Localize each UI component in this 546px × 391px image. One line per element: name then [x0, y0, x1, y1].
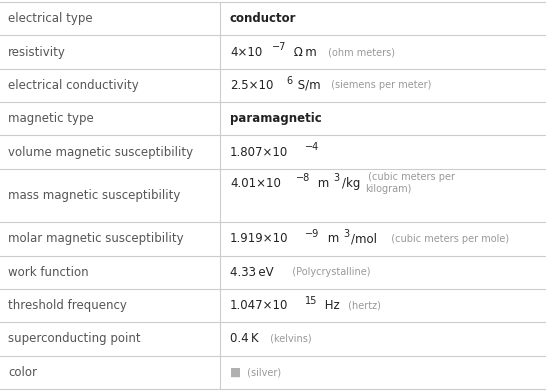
Text: electrical conductivity: electrical conductivity: [8, 79, 139, 92]
Text: −8: −8: [295, 173, 310, 183]
Text: 1.919×10: 1.919×10: [230, 232, 288, 246]
Text: 15: 15: [305, 296, 318, 306]
Text: 1.047×10: 1.047×10: [230, 299, 288, 312]
Text: electrical type: electrical type: [8, 12, 93, 25]
Text: (ohm meters): (ohm meters): [325, 47, 395, 57]
Text: Hz: Hz: [321, 299, 340, 312]
Text: (hertz): (hertz): [346, 301, 381, 310]
Text: (cubic meters per
kilogram): (cubic meters per kilogram): [365, 172, 455, 194]
Text: 1.807×10: 1.807×10: [230, 145, 288, 159]
Text: work function: work function: [8, 266, 88, 279]
Text: 0.4 K: 0.4 K: [230, 332, 259, 346]
Text: 3: 3: [343, 229, 349, 239]
Text: paramagnetic: paramagnetic: [230, 112, 322, 125]
Text: (kelvins): (kelvins): [267, 334, 312, 344]
Text: ■: ■: [230, 366, 241, 379]
Text: 2.5×10: 2.5×10: [230, 79, 274, 92]
Text: S/m: S/m: [294, 79, 321, 92]
Text: 4.33 eV: 4.33 eV: [230, 266, 274, 279]
Text: /mol: /mol: [352, 232, 377, 246]
Text: /kg: /kg: [342, 177, 360, 190]
Text: volume magnetic susceptibility: volume magnetic susceptibility: [8, 145, 193, 159]
Text: magnetic type: magnetic type: [8, 112, 94, 125]
Text: m: m: [314, 177, 329, 190]
Text: 4×10: 4×10: [230, 45, 262, 59]
Text: color: color: [8, 366, 37, 379]
Text: −7: −7: [271, 42, 286, 52]
Text: molar magnetic susceptibility: molar magnetic susceptibility: [8, 232, 183, 246]
Text: 6: 6: [286, 75, 292, 86]
Text: (siemens per meter): (siemens per meter): [328, 81, 431, 90]
Text: mass magnetic susceptibility: mass magnetic susceptibility: [8, 189, 180, 202]
Text: superconducting point: superconducting point: [8, 332, 141, 346]
Text: threshold frequency: threshold frequency: [8, 299, 127, 312]
Text: resistivity: resistivity: [8, 45, 66, 59]
Text: (cubic meters per mole): (cubic meters per mole): [385, 234, 509, 244]
Text: conductor: conductor: [230, 12, 296, 25]
Text: 3: 3: [334, 173, 340, 183]
Text: Ω m: Ω m: [290, 45, 317, 59]
Text: (silver): (silver): [245, 367, 282, 377]
Text: (Polycrystalline): (Polycrystalline): [286, 267, 371, 277]
Text: 4.01×10: 4.01×10: [230, 177, 281, 190]
Text: −9: −9: [305, 229, 320, 239]
Text: −4: −4: [305, 142, 319, 152]
Text: m: m: [324, 232, 339, 246]
